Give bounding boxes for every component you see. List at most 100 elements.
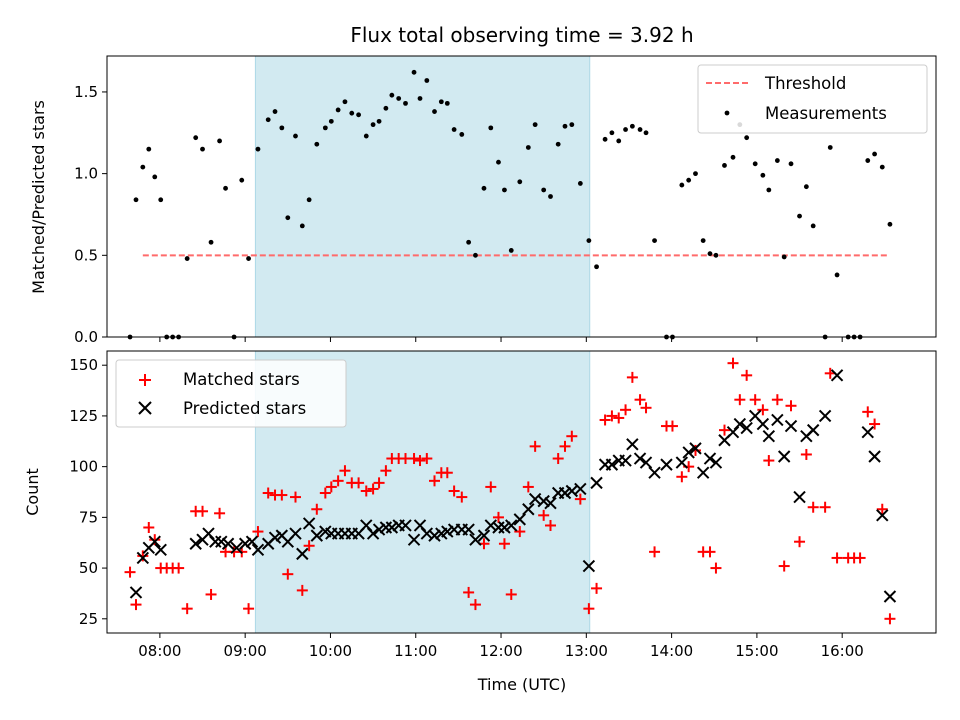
top-y-tick-label: 0.0 bbox=[74, 328, 98, 346]
measurement-point bbox=[396, 96, 402, 101]
matched-star-point bbox=[319, 487, 331, 499]
predicted-star-point bbox=[675, 456, 689, 469]
predicted-star-point bbox=[574, 482, 587, 496]
legend-matched-swatch bbox=[139, 374, 151, 386]
measurement-point bbox=[569, 122, 575, 128]
top-legend-box bbox=[697, 64, 928, 134]
predicted-star-point bbox=[582, 559, 596, 573]
matched-star-point bbox=[181, 603, 193, 615]
measurement-point bbox=[193, 135, 199, 141]
matched-star-point bbox=[296, 584, 308, 596]
predicted-star-point bbox=[251, 543, 265, 557]
matched-star-point bbox=[749, 394, 761, 406]
measurement-point bbox=[707, 251, 713, 257]
measurement-point bbox=[411, 69, 417, 75]
measurement-point bbox=[444, 100, 450, 106]
matched-star-point bbox=[559, 440, 571, 452]
legend-threshold-label: Threshold bbox=[764, 74, 846, 93]
predicted-star-point bbox=[209, 535, 222, 548]
measurement-point bbox=[133, 197, 139, 203]
measurement-point bbox=[679, 182, 685, 188]
predicted-star-point bbox=[522, 503, 535, 516]
predicted-star-point bbox=[682, 446, 695, 459]
measurement-point bbox=[223, 185, 228, 191]
matched-star-point bbox=[429, 475, 441, 487]
measurement-point bbox=[577, 181, 583, 186]
bottom-y-tick-label: 150 bbox=[69, 356, 98, 374]
predicted-star-point bbox=[268, 531, 282, 544]
matched-star-point bbox=[583, 603, 595, 615]
matched-star-point bbox=[282, 568, 294, 580]
measurement-point bbox=[146, 146, 152, 152]
measurement-point bbox=[803, 184, 809, 190]
measurement-point bbox=[872, 151, 877, 157]
measurement-point bbox=[370, 122, 376, 128]
legend-measurements-label: Measurements bbox=[765, 104, 887, 123]
measurement-point bbox=[766, 187, 772, 193]
matched-star-point bbox=[130, 599, 142, 611]
predicted-star-point bbox=[777, 450, 791, 463]
matched-star-point bbox=[173, 562, 185, 574]
matched-star-point bbox=[552, 453, 564, 465]
matched-star-point bbox=[456, 491, 468, 503]
matched-star-point bbox=[649, 546, 661, 558]
measurement-point bbox=[652, 238, 657, 244]
bottom-y-tick-label: 25 bbox=[79, 610, 98, 628]
matched-star-point bbox=[676, 471, 688, 483]
matched-star-point bbox=[574, 493, 586, 505]
predicted-star-point bbox=[366, 527, 380, 540]
measurement-point bbox=[865, 158, 871, 163]
measurement-point bbox=[314, 141, 320, 147]
matched-star-point bbox=[197, 505, 209, 517]
legend-matched-label: Matched stars bbox=[183, 370, 300, 389]
predicted-star-point bbox=[420, 527, 434, 540]
matched-star-point bbox=[771, 394, 783, 406]
predicted-star-point bbox=[660, 458, 673, 471]
measurement-point bbox=[623, 127, 628, 132]
measurement-point bbox=[363, 133, 369, 139]
predicted-star-point bbox=[372, 523, 386, 536]
top-legend: Threshold Measurements bbox=[697, 64, 928, 134]
measurement-point bbox=[376, 118, 382, 124]
measurement-point bbox=[217, 138, 222, 144]
predicted-star-point bbox=[407, 533, 421, 546]
top-panel-ylabel: Matched/Predicted stars bbox=[29, 100, 48, 294]
measurement-point bbox=[272, 109, 278, 114]
predicted-star-point bbox=[830, 369, 844, 382]
measurement-point bbox=[488, 125, 494, 131]
predicted-star-point bbox=[626, 438, 639, 451]
x-tick-label: 13:00 bbox=[565, 642, 608, 660]
matched-star-point bbox=[666, 420, 678, 432]
measurement-point bbox=[548, 194, 553, 199]
x-tick-label: 14:00 bbox=[650, 642, 693, 660]
measurement-point bbox=[328, 118, 334, 124]
matched-star-point bbox=[640, 402, 652, 414]
predicted-star-point bbox=[784, 419, 798, 433]
matched-star-point bbox=[149, 534, 161, 546]
measurement-point bbox=[586, 238, 592, 244]
matched-star-point bbox=[492, 511, 504, 523]
matched-star-point bbox=[734, 394, 746, 406]
predicted-star-point bbox=[385, 521, 399, 534]
x-axis-label: Time (UTC) bbox=[477, 675, 566, 694]
measurement-point bbox=[481, 185, 487, 191]
matched-star-point bbox=[800, 448, 812, 460]
predicted-star-point bbox=[310, 529, 324, 542]
predicted-star-point bbox=[245, 535, 259, 548]
bottom-y-tick-label: 75 bbox=[79, 508, 98, 526]
bottom-panel: 25 50 75 100 125 150 08:00 09:00 10:00 11:00 12:0… bbox=[23, 350, 937, 694]
matched-star-point bbox=[522, 481, 534, 493]
matched-star-point bbox=[807, 501, 819, 513]
measurement-point bbox=[152, 174, 158, 180]
matched-star-point bbox=[469, 599, 481, 611]
matched-star-point bbox=[448, 485, 460, 497]
measurement-point bbox=[383, 105, 389, 111]
bottom-legend-box bbox=[115, 359, 347, 428]
measurement-point bbox=[200, 146, 205, 152]
top-panel-frame bbox=[106, 55, 937, 338]
matched-star-point bbox=[763, 455, 775, 467]
matched-star-point bbox=[862, 406, 874, 418]
measurement-point bbox=[299, 223, 305, 229]
predicted-star-point bbox=[861, 425, 874, 439]
